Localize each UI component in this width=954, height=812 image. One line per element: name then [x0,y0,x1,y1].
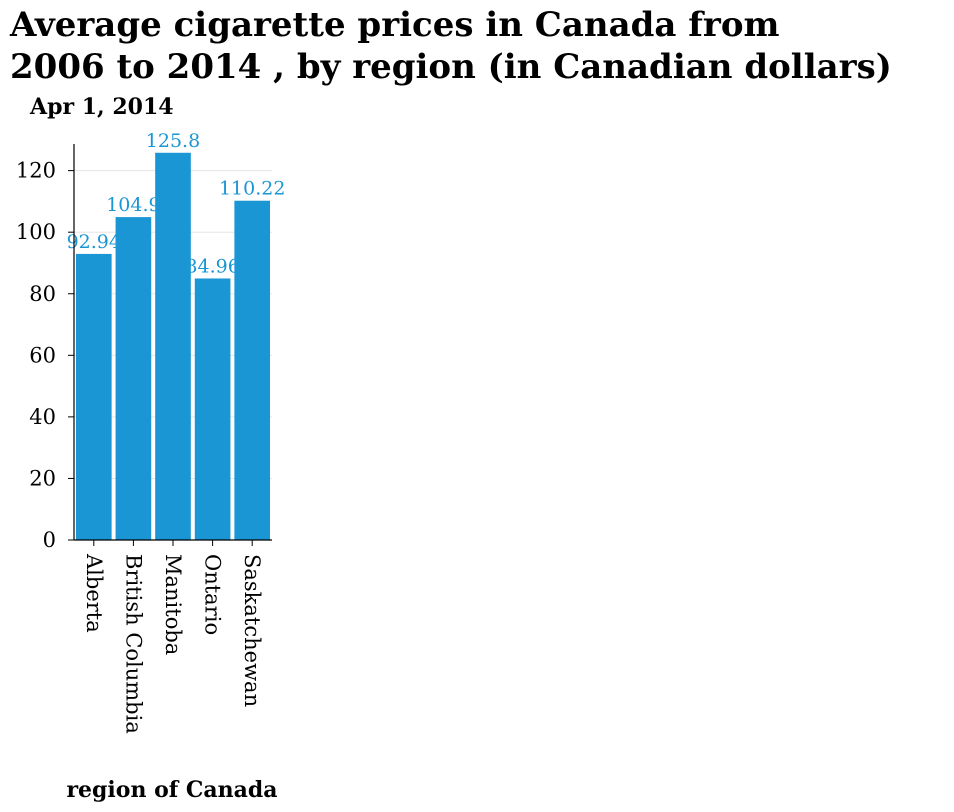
bar [115,217,152,541]
y-tick-label: 40 [29,405,56,429]
bar [75,253,112,540]
value-labels: 92.94 104.9 125.8 84.96 110.22 [67,130,286,278]
bar [234,200,271,540]
bar-value-label: 110.22 [219,178,285,200]
x-tick-labels: Alberta British Columbia Manitoba Ontario Sa… [82,553,264,734]
x-tick-label: Ontario [201,554,225,635]
chart-title-line-2: 2006 to 2014 , by region (in Canadian do… [10,47,892,87]
y-tick-label: 20 [29,466,56,490]
x-tick-label: Manitoba [161,554,185,655]
bar-value-label: 104.9 [106,194,160,216]
x-axis-label: region of Canada [66,777,277,803]
x-tick-label: Alberta [82,553,106,633]
chart-title: Average cigarette prices in Canada from … [10,4,950,88]
bar-value-label: 125.8 [146,130,200,152]
bar [155,152,191,540]
chart-title-line-1: Average cigarette prices in Canada from [10,5,780,45]
axes [68,144,272,546]
x-tick-label: Saskatchewan [240,554,264,707]
bar-value-label: 92.94 [67,231,121,253]
y-tick-label: 100 [16,220,56,244]
bars [75,152,271,541]
y-tick-labels: 0 20 40 60 80 100 120 [16,159,56,552]
y-tick-label: 0 [43,528,56,552]
y-axis-label: Apr 1, 2014 [29,94,174,120]
y-tick-label: 60 [29,343,56,367]
y-tick-label: 120 [16,159,56,183]
x-tick-label: British Columbia [121,554,145,734]
bar-value-label: 84.96 [185,255,239,277]
y-tick-label: 80 [29,282,56,306]
bar [194,278,231,540]
